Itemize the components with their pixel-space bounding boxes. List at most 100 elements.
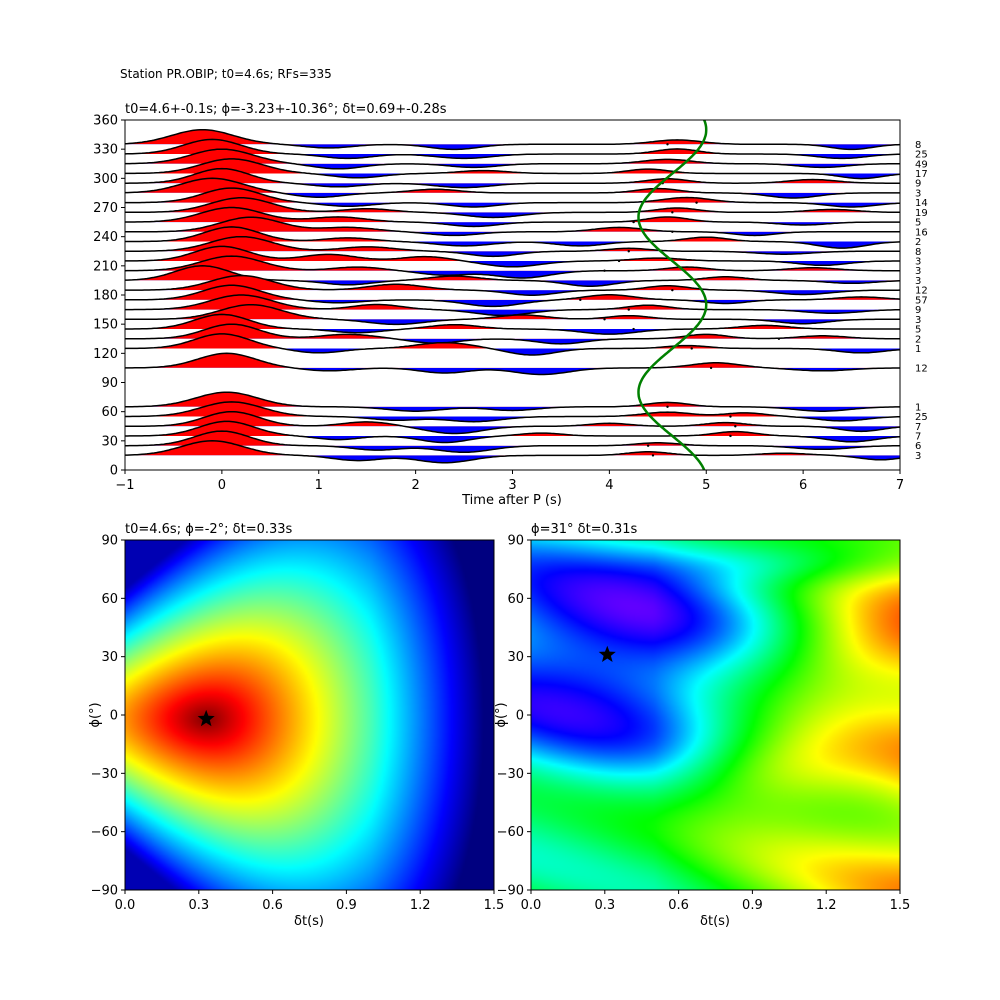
trace-line [125,245,900,268]
trace-line [125,303,900,326]
y-tick-label: 0 [110,464,118,479]
trace-positive-fill [125,440,900,456]
trace-count-label: 3 [915,276,921,287]
trace-line [125,420,900,444]
time-marker-dot [646,444,650,447]
trace-count-label: 14 [915,198,928,209]
trace-positive-fill [132,295,714,310]
trace-baz-185 [125,274,900,296]
trace-count-label: 57 [915,295,928,306]
trace-baz-45 [125,410,900,435]
y-tick-label: 300 [93,172,118,187]
trace-line [125,235,900,258]
trace-line [125,158,900,180]
trace-negative-fill [125,183,900,188]
misfit-best-star-icon [598,645,616,662]
trace-positive-fill [125,197,900,213]
energy-best-star-icon [197,709,215,727]
trace-baz-235 [125,226,900,249]
x-tick-label: 4 [605,478,613,493]
trace-positive-fill [127,431,719,446]
trace-positive-fill [125,353,900,368]
time-marker-dot [729,434,732,438]
trace-line [125,197,900,219]
time-marker-dot [671,230,674,234]
x-tick-label: 0.3 [188,898,209,913]
energy-x-ticks: 0.0 0.3 0.6 0.9 1.2 1.5 [115,890,504,913]
trace-baz-35 [125,420,900,444]
trace-baz-105 [125,352,900,376]
time-markers [579,143,781,457]
y-tick-label: 90 [507,534,524,549]
trace-negative-fill [125,348,900,355]
x-tick-label: 0.3 [594,898,615,913]
y-tick-label: 30 [101,434,118,449]
time-marker-dot [666,143,669,146]
x-tick-label: 5 [702,478,710,493]
trace-count-label: 12 [915,363,928,374]
trace-positive-fill [125,401,900,417]
wiggle-y-ticks: 0 30 60 90 120 150 180 210 240 270 300 330 360 [93,114,125,479]
trace-baz-65 [125,391,900,412]
y-tick-label: 360 [93,114,118,129]
y-tick-label: 0 [110,709,118,724]
trace-count-label: 2 [915,237,921,248]
trace-line [125,352,900,376]
y-tick-label: 180 [93,289,118,304]
misfit-heatmap-panel: ϕ=31° δt=0.31s 0.0 0.3 0.6 0.9 1.2 1.5 −90 −60… [494,522,910,929]
x-tick-label: 3 [508,478,516,493]
time-marker-dot [709,366,713,370]
trace-negative-fill [125,212,900,218]
x-tick-label: 1 [315,478,323,493]
trace-negative-fill [125,260,900,267]
trace-line [125,216,900,237]
wiggle-x-ticks: −1 0 1 2 3 4 5 6 7 [115,470,904,493]
y-tick-label: 0 [516,709,524,724]
energy-y-ticks: −90 −60 −30 0 30 60 90 [91,534,125,899]
x-tick-label: 1.2 [816,898,837,913]
trace-negative-fill [125,309,900,316]
trace-line [125,255,900,279]
trace-count-label: 3 [915,188,921,199]
trace-negative-fill [331,416,900,422]
trace-count-label: 9 [915,305,921,316]
time-marker-dot [632,327,635,331]
trace-count-label: 3 [915,315,921,326]
trace-positive-fill [128,421,788,436]
trace-positive-fill [125,265,900,281]
trace-baz-145 [125,313,900,335]
trace-negative-fill [303,202,900,207]
trace-baz-255 [125,206,900,228]
trace-baz-225 [125,235,900,258]
trace-baz-265 [125,197,900,219]
x-tick-label: 0.6 [668,898,689,913]
trace-negative-fill [280,192,871,198]
moveout-curve [637,120,708,470]
y-tick-label: 60 [101,592,118,607]
trace-line [125,138,900,160]
x-tick-label: 0.0 [521,898,542,913]
time-marker-dot [690,347,693,350]
trace-count-label: 19 [915,208,928,219]
time-marker-dot [734,425,737,428]
trace-positive-fill [125,392,900,407]
x-tick-label: 0 [218,478,226,493]
trace-negative-fill [285,280,900,287]
trace-positive-fill [125,275,900,291]
trace-baz-15 [125,440,900,464]
trace-baz-135 [125,323,900,345]
misfit-y-ticks: −90 −60 −30 0 30 60 90 [497,534,531,899]
time-marker-dot [666,405,669,409]
y-tick-label: −90 [497,884,524,899]
time-marker-dot [603,269,606,272]
trace-negative-fill [125,163,900,169]
trace-line [125,128,900,151]
trace-line [125,167,900,189]
figure-suptitle: Station PR.OBIP; t0=4.6s; RFs=335 [120,67,332,81]
trace-count-label: 25 [915,412,928,423]
trace-count-label: 3 [915,266,921,277]
y-tick-label: 90 [101,376,118,391]
y-tick-label: −60 [91,825,118,840]
